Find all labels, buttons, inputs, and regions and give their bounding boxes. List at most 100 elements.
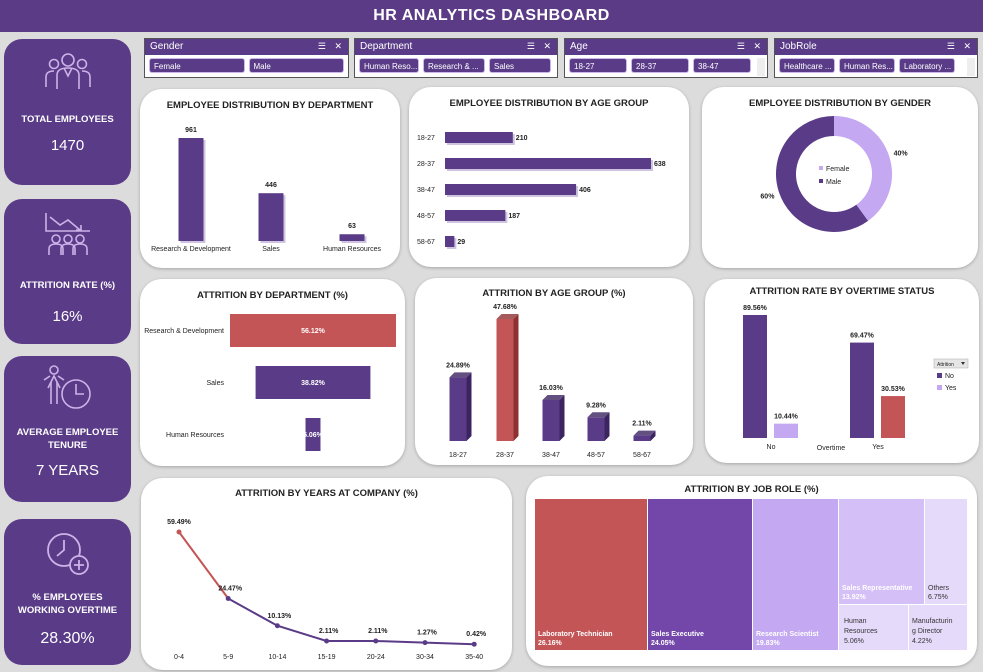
chart-attrition-by-years: ATTRITION BY YEARS AT COMPANY (%) 59.49%… bbox=[141, 478, 512, 670]
slicer-item[interactable]: Healthcare ... bbox=[779, 58, 835, 73]
data-label: 30.53% bbox=[881, 386, 906, 393]
data-label: 10.13% bbox=[268, 613, 293, 620]
legend-marker bbox=[937, 385, 942, 390]
chart-title: ATTRITION BY JOB ROLE (%) bbox=[684, 484, 819, 495]
kpi-attrition-rate: ATTRITION RATE (%) 16% bbox=[4, 199, 131, 344]
kpi-label: ATTRITION RATE (%) bbox=[19, 280, 116, 291]
bar bbox=[445, 210, 506, 221]
category-label: Human Resources bbox=[166, 432, 224, 439]
tile-label: Sales Executive bbox=[651, 631, 704, 638]
chart-attrition-by-overtime: ATTRITION RATE BY OVERTIME STATUS 89.56%… bbox=[705, 279, 979, 463]
slicer-item[interactable]: 28-37 bbox=[631, 58, 689, 73]
multi-select-icon[interactable]: ☰ bbox=[526, 41, 535, 51]
category-label: 28-37 bbox=[417, 161, 435, 168]
kpi-value: 7 YEARS bbox=[35, 462, 100, 479]
kpi-label: TOTAL EMPLOYEES bbox=[21, 114, 114, 125]
data-label: 29 bbox=[457, 239, 465, 246]
category-label: Research & Development bbox=[151, 246, 231, 253]
dropdown-arrow-icon bbox=[961, 362, 965, 365]
chart-plot: 24.89% 18-27 47.68% 28-37 16.03% 38-47 9.28% 48… bbox=[446, 304, 656, 459]
data-label: 60% bbox=[760, 194, 775, 201]
bar-side bbox=[513, 314, 519, 441]
slicer-department[interactable]: Department ☰ ✕ Human Reso... Research & … bbox=[354, 38, 558, 78]
slicer-header: Age ☰ ✕ bbox=[565, 39, 767, 55]
slicer-age[interactable]: Age ☰ ✕ 18-27 28-37 38-47 bbox=[564, 38, 768, 78]
group-people-icon bbox=[44, 53, 91, 89]
data-label: 9.28% bbox=[586, 402, 607, 409]
bar-top bbox=[587, 412, 610, 418]
data-label: 24.47% bbox=[218, 586, 243, 593]
slicer-gender[interactable]: Gender ☰ ✕ Female Male bbox=[144, 38, 349, 78]
kpi-total-employees: TOTAL EMPLOYEES 1470 bbox=[4, 39, 131, 185]
category-label: 18-27 bbox=[417, 135, 435, 142]
kpi-average-tenure: AVERAGE EMPLOYEE TENURE 7 YEARS bbox=[4, 356, 131, 502]
tile-value: 26.16% bbox=[538, 640, 563, 647]
slicer-item[interactable]: 38-47 bbox=[693, 58, 751, 73]
data-label: 63 bbox=[348, 223, 356, 230]
legend-label: Yes bbox=[945, 385, 957, 392]
tile-value: 13.92% bbox=[842, 594, 867, 601]
chart-title: ATTRITION BY DEPARTMENT (%) bbox=[197, 290, 348, 301]
multi-select-icon[interactable]: ☰ bbox=[317, 41, 326, 51]
tile-value: 24.05% bbox=[651, 640, 676, 647]
slicer-item[interactable]: Human Res... bbox=[839, 58, 895, 73]
slicer-item[interactable]: 18-27 bbox=[569, 58, 627, 73]
slicer-title: JobRole bbox=[780, 41, 817, 52]
category-label: 30-34 bbox=[416, 654, 434, 661]
category-label: No bbox=[767, 444, 776, 451]
chart-attrition-by-department: ATTRITION BY DEPARTMENT (%) 56.12% Resear… bbox=[140, 279, 405, 466]
slicer-title: Gender bbox=[150, 41, 184, 52]
tile-value: 6.75% bbox=[928, 594, 948, 601]
data-point bbox=[422, 640, 428, 646]
legend-label: Female bbox=[826, 166, 849, 173]
category-label: 18-27 bbox=[449, 452, 467, 459]
tile-label: Sales Representative bbox=[842, 585, 913, 592]
data-point bbox=[225, 596, 231, 602]
treemap-tile bbox=[909, 605, 967, 650]
category-label: 38-47 bbox=[542, 452, 560, 459]
slicer-scrollbar[interactable] bbox=[967, 58, 975, 76]
data-label: 961 bbox=[185, 127, 197, 134]
category-label: 10-14 bbox=[268, 654, 286, 661]
chart-title: ATTRITION RATE BY OVERTIME STATUS bbox=[749, 286, 935, 297]
data-label: 38.82% bbox=[301, 380, 326, 387]
clear-filter-icon[interactable]: ✕ bbox=[753, 41, 761, 51]
multi-select-icon[interactable]: ☰ bbox=[946, 41, 955, 51]
bar bbox=[305, 418, 321, 451]
data-label: 0.42% bbox=[466, 631, 487, 638]
slicer-title: Department bbox=[360, 41, 413, 52]
dashboard-header: HR ANALYTICS DASHBOARD bbox=[0, 0, 983, 32]
clear-filter-icon[interactable]: ✕ bbox=[543, 41, 551, 51]
slicer-item[interactable]: Male bbox=[248, 58, 344, 73]
tile-label: Others bbox=[928, 585, 950, 592]
slicer-scrollbar[interactable] bbox=[757, 58, 765, 76]
slicer-jobrole[interactable]: JobRole ☰ ✕ Healthcare ... Human Res... … bbox=[774, 38, 978, 78]
clear-filter-icon[interactable]: ✕ bbox=[963, 41, 971, 51]
tile-label: Manufacturin bbox=[912, 618, 953, 625]
data-label: 10.44% bbox=[774, 414, 799, 421]
data-point bbox=[274, 623, 280, 629]
legend-marker bbox=[819, 166, 823, 170]
treemap-tile bbox=[839, 605, 908, 650]
slicer-item[interactable]: Research & ... bbox=[423, 58, 485, 73]
bar bbox=[445, 236, 455, 247]
legend-marker bbox=[819, 179, 823, 183]
chart-attrition-by-age: ATTRITION BY AGE GROUP (%) 24.89% 18-27 47… bbox=[415, 278, 693, 465]
data-point bbox=[373, 638, 379, 644]
category-label: 0-4 bbox=[174, 654, 184, 661]
data-label: 446 bbox=[265, 182, 277, 189]
multi-select-icon[interactable]: ☰ bbox=[736, 41, 745, 51]
kpi-label: AVERAGE EMPLOYEE TENURE bbox=[16, 427, 119, 451]
slicer-item[interactable]: Human Reso... bbox=[359, 58, 419, 73]
chart-title: EMPLOYEE DISTRIBUTION BY AGE GROUP bbox=[449, 98, 649, 109]
legend-filter-button bbox=[933, 358, 969, 369]
slicer-item[interactable]: Female bbox=[149, 58, 245, 73]
chart-plot: 89.56% 10.44% No 69.47% 30.53% Yes Overtime Att… bbox=[743, 305, 969, 452]
slicer-item[interactable]: Laboratory ... bbox=[899, 58, 955, 73]
slicer-item[interactable]: Sales bbox=[489, 58, 551, 73]
bar bbox=[850, 342, 874, 438]
data-point bbox=[324, 638, 330, 644]
chart-employee-by-department: EMPLOYEE DISTRIBUTION BY DEPARTMENT 961 R… bbox=[140, 89, 400, 268]
clear-filter-icon[interactable]: ✕ bbox=[334, 41, 342, 51]
bar bbox=[743, 315, 767, 438]
